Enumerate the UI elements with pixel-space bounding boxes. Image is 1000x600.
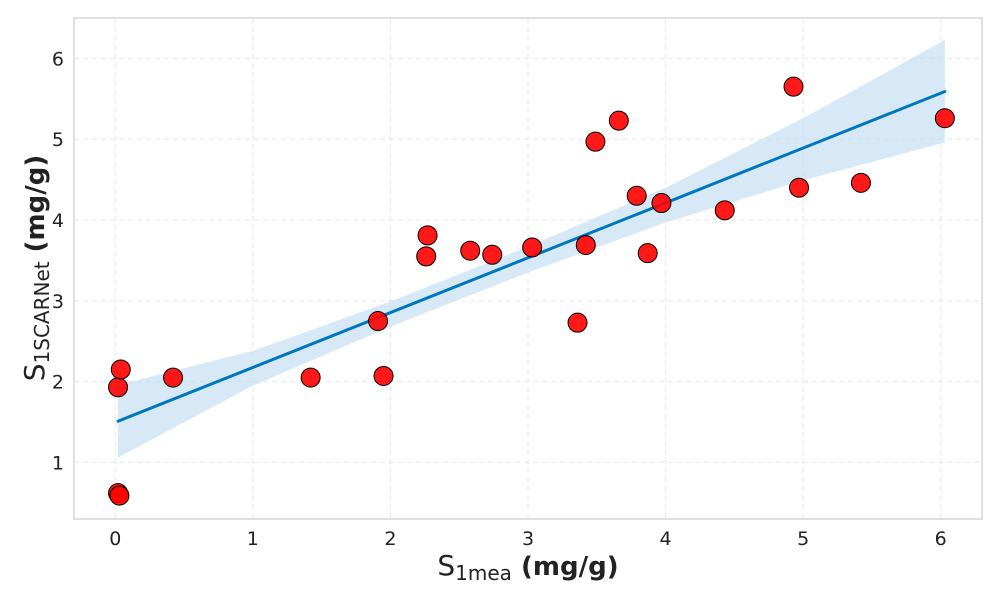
y-tick-label: 1 — [52, 452, 64, 474]
data-point — [108, 377, 129, 398]
data-point — [567, 312, 588, 333]
data-point — [416, 246, 437, 267]
data-point — [460, 240, 481, 261]
x-axis-title-unit: (mg/g) — [512, 552, 619, 582]
x-tick-label: 1 — [247, 528, 259, 550]
data-point — [417, 225, 438, 246]
data-point — [651, 193, 672, 214]
grid — [74, 18, 982, 519]
data-point — [482, 244, 503, 265]
x-tick-label: 3 — [522, 528, 534, 550]
data-point — [608, 110, 629, 131]
y-tick-labels: 1 2 3 4 5 6 — [52, 48, 64, 474]
x-tick-label: 5 — [797, 528, 809, 550]
x-axis-title-main: S — [437, 549, 455, 582]
data-point — [626, 185, 647, 206]
data-point — [585, 131, 606, 152]
x-tick-labels: 0 1 2 3 4 5 6 — [109, 528, 947, 550]
x-axis-title-sub: 1mea — [455, 561, 512, 585]
y-axis-title-main: S — [18, 363, 51, 381]
y-tick-label: 6 — [52, 48, 64, 70]
y-tick-label: 2 — [52, 372, 64, 394]
data-point — [850, 172, 871, 193]
data-point — [575, 235, 596, 256]
data-point — [522, 237, 543, 258]
data-point — [637, 243, 658, 264]
data-point — [934, 108, 955, 129]
y-tick-label: 4 — [52, 210, 64, 232]
data-point — [373, 365, 394, 386]
scatter-points — [108, 76, 955, 506]
data-point — [109, 485, 130, 506]
data-point — [714, 200, 735, 221]
data-point — [110, 359, 131, 380]
y-axis-title: S1SCARNet (mg/g) — [18, 155, 54, 382]
data-point — [300, 367, 321, 388]
y-tick-label: 5 — [52, 129, 64, 151]
data-point — [789, 177, 810, 198]
data-point — [783, 76, 804, 97]
x-tick-label: 2 — [384, 528, 396, 550]
data-point — [368, 311, 389, 332]
y-axis-title-sub: 1SCARNet — [30, 261, 54, 363]
x-tick-label: 0 — [109, 528, 121, 550]
data-point — [163, 367, 184, 388]
y-tick-label: 3 — [52, 291, 64, 313]
y-axis-title-unit: (mg/g) — [21, 155, 51, 262]
x-axis-title: S1mea (mg/g) — [437, 549, 618, 585]
x-tick-label: 4 — [660, 528, 672, 550]
x-tick-label: 6 — [935, 528, 947, 550]
